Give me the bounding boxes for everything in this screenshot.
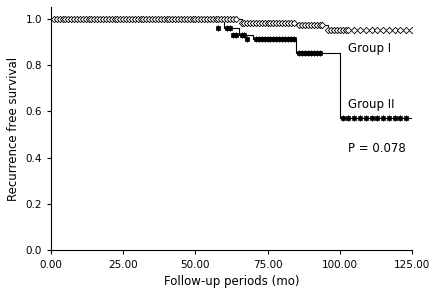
X-axis label: Follow-up periods (mo): Follow-up periods (mo) bbox=[164, 275, 299, 288]
Text: Group II: Group II bbox=[348, 98, 395, 111]
Text: Group I: Group I bbox=[348, 42, 392, 55]
Y-axis label: Recurrence free survival: Recurrence free survival bbox=[7, 57, 20, 201]
Text: P = 0.078: P = 0.078 bbox=[348, 142, 406, 155]
